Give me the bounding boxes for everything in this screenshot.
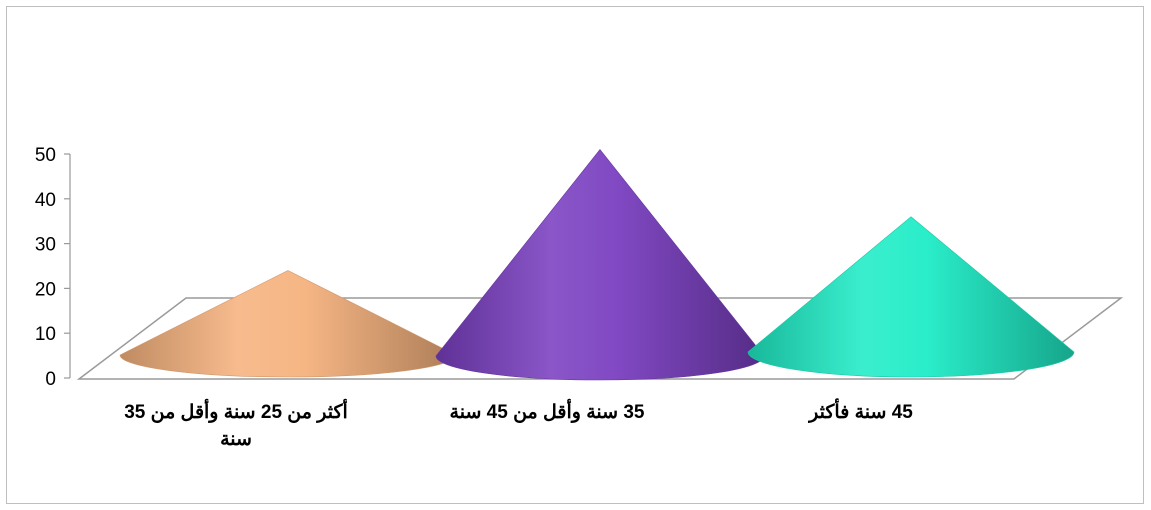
- category-label: 35 سنة وأقل من 45 سنة: [450, 398, 645, 423]
- chart-frame: [6, 6, 1144, 504]
- floor-outline: [76, 297, 1124, 380]
- cone-mark: [747, 216, 1075, 378]
- y-tick-label: 50: [35, 145, 56, 166]
- y-tick-label: 0: [45, 369, 56, 390]
- y-tick-label: 40: [35, 190, 56, 211]
- chart-floor: [76, 297, 1124, 380]
- category-label: أكثر من 25 سنة وأقل من 35: [124, 398, 348, 423]
- category-label: سنة: [220, 429, 252, 450]
- y-tick-label: 10: [35, 324, 56, 345]
- cone-mark: [435, 149, 765, 381]
- category-label: 45 سنة فأكثر: [807, 398, 913, 423]
- y-axis: 0 10 20 30 40 50: [35, 145, 71, 390]
- y-tick-label: 30: [35, 235, 56, 256]
- category-labels: أكثر من 25 سنة وأقل من 35 سنة 35 سنة وأقل …: [124, 398, 913, 450]
- cone-series: [119, 149, 1075, 381]
- y-tick-label: 20: [35, 279, 56, 300]
- cone-mark: [119, 270, 457, 378]
